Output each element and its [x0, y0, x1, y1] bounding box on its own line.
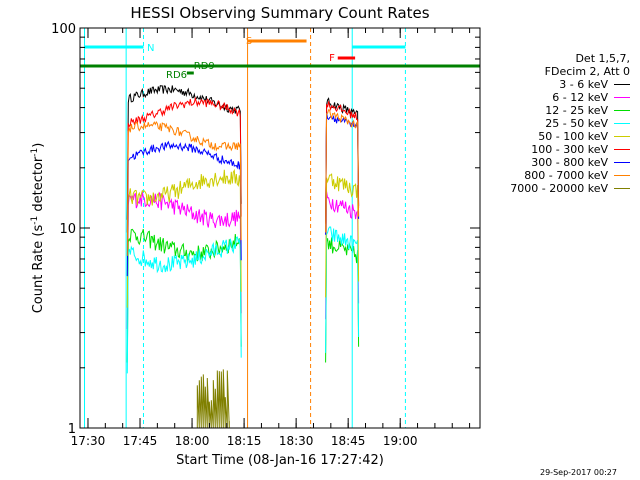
legend-item: 6 - 12 keV [470, 91, 630, 104]
x-tick-label: 18:30 [279, 434, 314, 448]
generation-timestamp: 29-Sep-2017 00:27 [540, 468, 617, 477]
y-tick-label: 1 [68, 422, 76, 437]
x-axis-label: Start Time (08-Jan-16 17:27:42) [176, 453, 384, 468]
legend-item-label: 300 - 800 keV [531, 156, 608, 169]
legend-item: 800 - 7000 keV [470, 169, 630, 182]
series-line [126, 236, 242, 374]
legend: Det 1,5,7, FDecim 2, Att 0 3 - 6 keV 6 - … [470, 52, 630, 195]
x-tick-label: 17:30 [71, 434, 106, 448]
legend-swatch [614, 188, 630, 189]
series-line [325, 226, 360, 353]
x-tick-label: 19:00 [383, 434, 418, 448]
series-line [126, 140, 242, 277]
legend-swatch [614, 110, 630, 111]
flare-label: F [329, 53, 335, 64]
x-tick-label: 18:45 [331, 434, 366, 448]
legend-swatch [614, 136, 630, 137]
legend-swatch [614, 175, 630, 176]
x-tick-label: 18:00 [175, 434, 210, 448]
series-line [196, 369, 230, 429]
legend-swatch [614, 162, 630, 163]
legend-item-label: 800 - 7000 keV [524, 169, 608, 182]
legend-swatch [614, 149, 630, 150]
series-line [325, 237, 360, 363]
series-line [126, 85, 242, 220]
legend-header-detectors: Det 1,5,7, [575, 52, 630, 65]
series-line [325, 109, 360, 233]
legend-swatch [614, 123, 630, 124]
legend-header-decimation: FDecim 2, Att 0 [544, 65, 630, 78]
legend-item: 50 - 100 keV [470, 130, 630, 143]
legend-item-label: 100 - 300 keV [531, 143, 608, 156]
legend-item: 12 - 25 keV [470, 104, 630, 117]
series-line [325, 101, 360, 224]
series-line [325, 112, 360, 235]
series-line [325, 173, 360, 298]
series-line [325, 97, 360, 222]
legend-item-label: 3 - 6 keV [559, 78, 608, 91]
x-tick-label: 18:15 [227, 434, 262, 448]
y-tick-label: 10 [59, 222, 76, 237]
x-tick-label: 17:45 [123, 434, 158, 448]
series-line [126, 228, 242, 363]
legend-item-label: 6 - 12 keV [552, 91, 608, 104]
legend-item: 3 - 6 keV [470, 78, 630, 91]
legend-item: 300 - 800 keV [470, 156, 630, 169]
legend-item: 7000 - 20000 keV [470, 182, 630, 195]
legend-item: 100 - 300 keV [470, 143, 630, 156]
night-label: N [147, 43, 154, 54]
series-line [126, 120, 242, 256]
y-axis-label: Count Rate (s-1 detector-1) [29, 142, 47, 314]
series-line [126, 96, 242, 233]
decimation-label: RD6 [166, 70, 187, 81]
saa-label: S [246, 36, 252, 47]
chart-title: HESSI Observing Summary Count Rates [130, 4, 430, 22]
series-line [126, 168, 242, 308]
legend-swatch [614, 97, 630, 98]
legend-item-label: 7000 - 20000 keV [510, 182, 608, 195]
legend-item-label: 25 - 50 keV [545, 117, 608, 130]
legend-item-label: 50 - 100 keV [538, 130, 608, 143]
legend-item: 25 - 50 keV [470, 117, 630, 130]
legend-item-label: 12 - 25 keV [545, 104, 608, 117]
legend-swatch [614, 84, 630, 85]
decimation-label: RD9 [194, 61, 215, 72]
y-tick-label: 100 [51, 22, 76, 37]
plot-frame [79, 27, 481, 429]
series-line [325, 191, 360, 320]
series-line [126, 191, 242, 330]
